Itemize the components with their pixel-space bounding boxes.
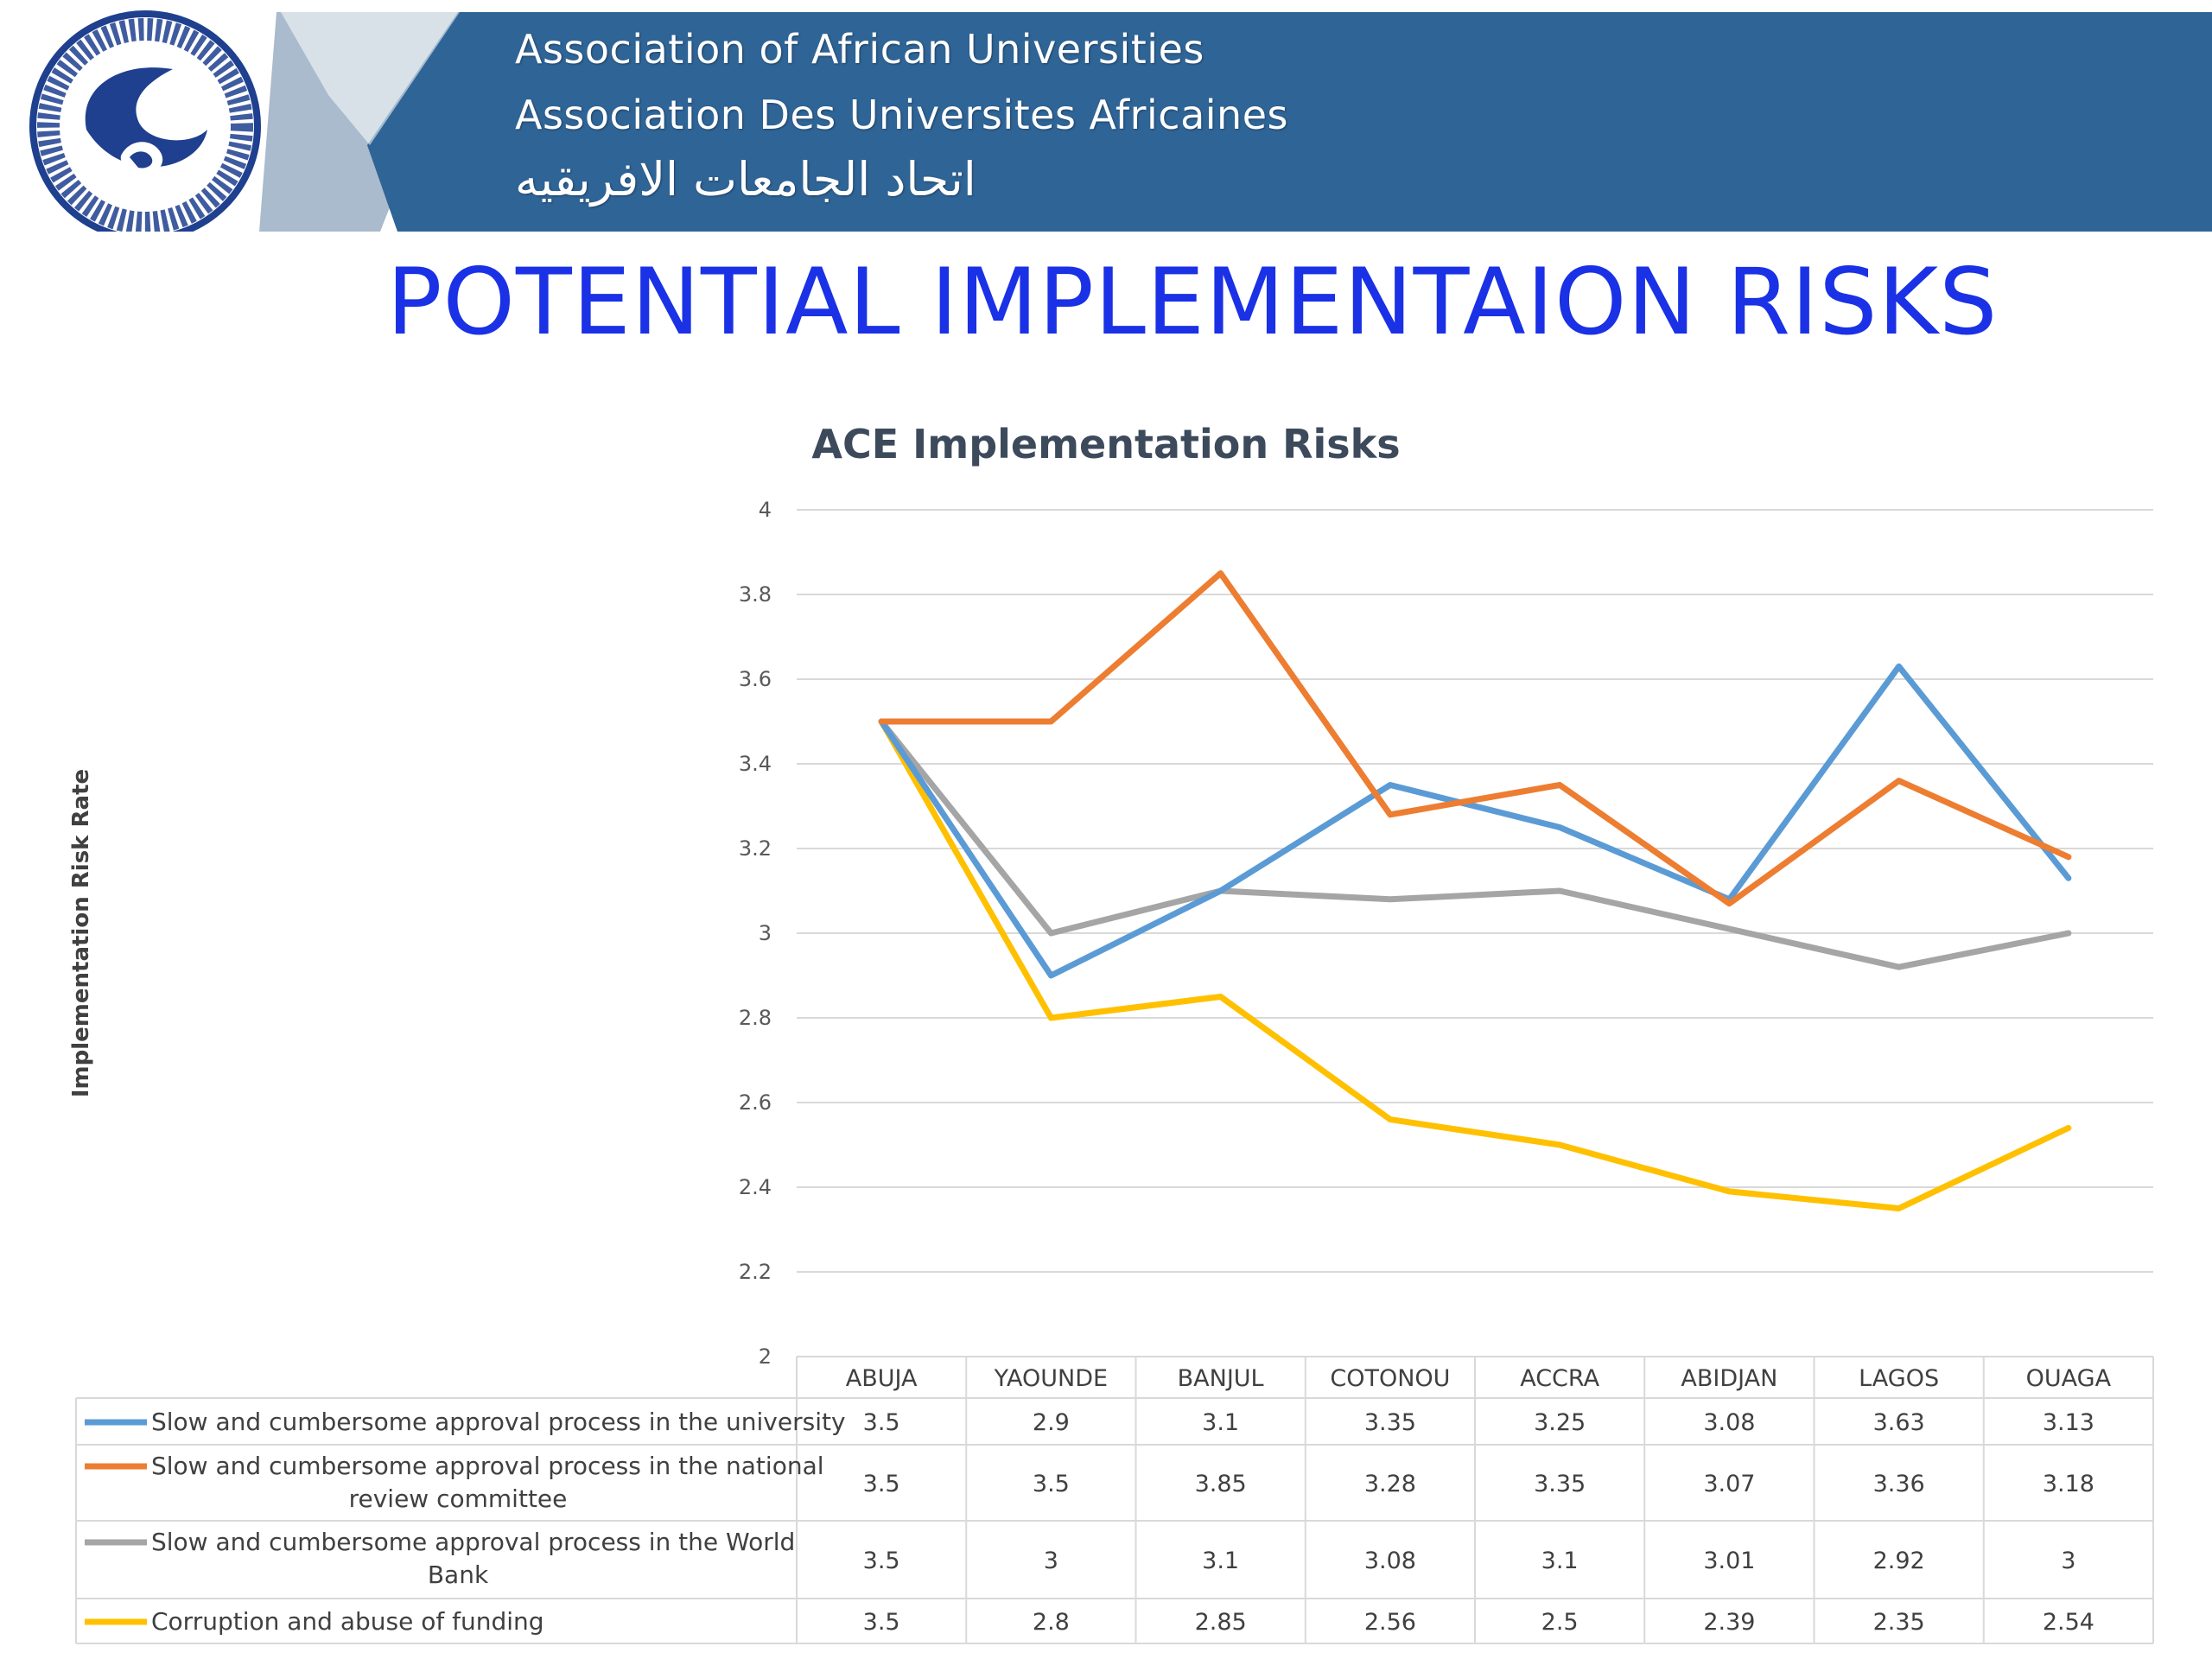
data-cell-value: 3.5 <box>863 1548 900 1574</box>
y-tick-label: 3.2 <box>739 836 772 861</box>
legend-label: Slow and cumbersome approval process in … <box>151 1528 795 1556</box>
category-label: BANJUL <box>1178 1365 1264 1392</box>
data-cell-value: 3.1 <box>1202 1548 1239 1574</box>
data-cell-value: 3 <box>1044 1548 1058 1574</box>
category-label: OUAGA <box>2026 1365 2112 1392</box>
data-cell-value: 2.8 <box>1033 1609 1070 1636</box>
data-cell-value: 2.35 <box>1873 1609 1925 1636</box>
series-line <box>878 663 2072 979</box>
data-cell-value: 3.35 <box>1534 1471 1586 1497</box>
legend-label: Slow and cumbersome approval process in … <box>151 1452 824 1480</box>
banner-graphic <box>0 0 2212 232</box>
series-lines <box>878 570 2072 1211</box>
data-cell-value: 3.08 <box>1703 1409 1755 1436</box>
data-cell-value: 3.01 <box>1703 1548 1755 1574</box>
y-tick-label: 3.6 <box>739 667 772 691</box>
category-label: COTONOU <box>1330 1365 1450 1392</box>
data-cell-value: 3.18 <box>2043 1471 2094 1497</box>
y-tick-label: 3.8 <box>739 582 772 607</box>
category-label: LAGOS <box>1859 1365 1939 1392</box>
data-cell-value: 3.5 <box>863 1471 900 1497</box>
data-cell-value: 3.25 <box>1534 1409 1586 1436</box>
y-tick-label: 2 <box>759 1344 772 1369</box>
y-tick-label: 2.6 <box>739 1090 772 1115</box>
y-tick-label: 2.4 <box>739 1175 772 1199</box>
aau-logo-icon <box>29 10 261 232</box>
category-label: YAOUNDE <box>994 1365 1108 1392</box>
y-tick-label: 4 <box>759 498 772 522</box>
data-cell-value: 2.92 <box>1873 1548 1925 1574</box>
data-cell-value: 3.13 <box>2043 1409 2094 1436</box>
data-cell-value: 3.63 <box>1873 1409 1925 1436</box>
y-tick-label: 2.2 <box>739 1260 772 1284</box>
association-name-arabic: اتحاد الجامعات الافريقيه <box>515 152 976 207</box>
data-cell-value: 3.5 <box>863 1409 900 1436</box>
banner-dark-band <box>367 12 2212 232</box>
data-cell-value: 3.28 <box>1364 1471 1416 1497</box>
y-axis-title: Implementation Risk Rate <box>68 769 94 1097</box>
data-cell-value: 2.5 <box>1541 1609 1579 1636</box>
series-line <box>878 718 2072 970</box>
series-line <box>878 570 2072 907</box>
slide-title: POTENTIAL IMPLEMENTAION RISKS <box>386 249 1999 355</box>
category-label: ACCRA <box>1520 1365 1599 1392</box>
data-cell-value: 2.56 <box>1364 1609 1416 1636</box>
association-name-french: Association Des Universites Africaines <box>515 92 1288 138</box>
data-cell-value: 3.36 <box>1873 1471 1925 1497</box>
data-cell-value: 2.39 <box>1703 1609 1755 1636</box>
legend-label: Bank <box>428 1560 489 1589</box>
data-cell-value: 3.85 <box>1195 1471 1247 1497</box>
y-tick-label: 2.8 <box>739 1006 772 1030</box>
data-cell-value: 2.9 <box>1033 1409 1070 1436</box>
data-cell-value: 3.5 <box>863 1609 900 1636</box>
chart-title: ACE Implementation Risks <box>811 421 1400 467</box>
data-cell-value: 3.1 <box>1541 1548 1579 1574</box>
data-cell-value: 3.08 <box>1364 1548 1416 1574</box>
y-tick-label: 3.4 <box>739 752 772 776</box>
data-cell-value: 3.35 <box>1364 1409 1416 1436</box>
data-cell-value: 3.07 <box>1703 1471 1755 1497</box>
y-tick-label: 3 <box>759 921 772 945</box>
data-cell-value: 2.54 <box>2043 1609 2094 1636</box>
data-cell-value: 3 <box>2061 1548 2075 1574</box>
data-cell-value: 2.85 <box>1195 1609 1247 1636</box>
header-banner: Association of African Universities Asso… <box>0 0 2212 232</box>
category-label: ABUJA <box>846 1365 918 1392</box>
legend-label: review committee <box>349 1484 568 1513</box>
association-name-english: Association of African Universities <box>515 26 1205 73</box>
data-table: ABUJA YAOUNDE BANJUL COTONOU ACCRA ABIDJAN LAG… <box>75 1356 2154 1644</box>
y-axis-ticks: 2 2.2 2.4 2.6 2.8 3 3.2 3.4 3.6 3.8 4 <box>739 498 772 1369</box>
category-label: ABIDJAN <box>1681 1365 1777 1392</box>
series-line <box>878 718 2072 1211</box>
legend-label: Corruption and abuse of funding <box>151 1607 544 1636</box>
legend-label: Slow and cumbersome approval process in … <box>151 1408 846 1436</box>
data-cell-value: 3.1 <box>1202 1409 1239 1436</box>
data-cell-value: 3.5 <box>1033 1471 1070 1497</box>
